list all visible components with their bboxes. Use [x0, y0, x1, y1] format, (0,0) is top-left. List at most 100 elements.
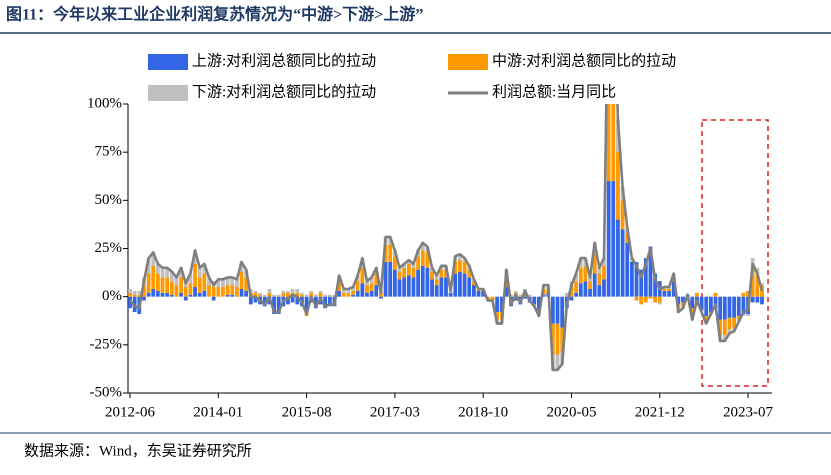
- bar-segment: [165, 277, 170, 293]
- bar-segment: [755, 296, 760, 303]
- bar-segment: [406, 263, 411, 276]
- y-tick-label: 50%: [95, 192, 123, 208]
- bar-segment: [667, 288, 671, 291]
- bar-segment: [234, 279, 239, 288]
- bar-segment: [155, 263, 160, 274]
- bar-segment: [239, 271, 244, 289]
- legend-swatch: [148, 54, 188, 70]
- bar-segment: [467, 269, 472, 278]
- bar-segment: [304, 294, 309, 297]
- bar-segment: [504, 287, 509, 297]
- bar-segment: [286, 290, 290, 293]
- bar-segment: [597, 273, 602, 286]
- bar-segment: [388, 244, 393, 262]
- legend-swatch: [448, 54, 488, 70]
- bar-segment: [518, 294, 523, 297]
- bar-segment: [155, 273, 160, 291]
- bar-segment: [262, 296, 267, 307]
- bar-segment: [564, 292, 569, 297]
- bar-segment: [718, 319, 723, 336]
- bar-segment: [402, 263, 407, 268]
- bar-segment: [365, 281, 369, 286]
- bar-segment: [174, 277, 179, 286]
- bar-segment: [588, 281, 592, 289]
- bar-segment: [434, 279, 439, 286]
- bar-segment: [179, 267, 184, 278]
- bar-segment: [341, 288, 346, 293]
- bar-segment: [309, 292, 314, 297]
- bar-segment: [648, 296, 653, 299]
- bar-segment: [202, 263, 207, 274]
- bar-segment: [444, 277, 448, 297]
- bar-segment: [211, 296, 216, 301]
- bar-segment: [611, 0, 615, 27]
- bar-segment: [146, 258, 151, 274]
- bar-segment: [574, 292, 579, 297]
- bar-segment: [197, 267, 202, 278]
- bar-segment: [578, 267, 583, 284]
- bar-segment: [420, 242, 425, 251]
- bar-segment: [458, 254, 462, 261]
- source: 数据来源：Wind，东吴证券研究所: [24, 442, 252, 459]
- bar-segment: [151, 265, 156, 289]
- bar-segment: [741, 292, 746, 297]
- bar-segment: [513, 290, 518, 293]
- bar-segment: [374, 285, 379, 297]
- bar-segment: [606, 104, 611, 182]
- legend-label: 上游:对利润总额同比的拉动: [192, 52, 376, 69]
- bar-segment: [160, 267, 165, 278]
- bar-segment: [458, 260, 462, 272]
- bar-segment: [722, 296, 727, 320]
- bar-segment: [569, 287, 574, 297]
- bar-segment: [523, 292, 527, 297]
- bar-segment: [397, 271, 402, 280]
- bar-segment: [197, 277, 202, 293]
- bar-segment: [179, 292, 184, 297]
- bar-segment: [174, 285, 179, 297]
- bar-segment: [383, 261, 388, 297]
- bar-segment: [704, 315, 709, 322]
- bar-segment: [365, 292, 369, 297]
- bar-segment: [616, 152, 620, 220]
- bar-segment: [634, 296, 639, 301]
- bar-segment: [722, 319, 727, 336]
- bar-segment: [425, 252, 430, 268]
- bar-segment: [681, 296, 685, 303]
- bar-segment: [629, 261, 634, 297]
- bar-segment: [760, 283, 764, 286]
- bar-segment: [151, 288, 156, 297]
- bar-segment: [411, 277, 416, 297]
- bar-segment: [471, 281, 476, 286]
- bar-segment: [625, 242, 630, 297]
- bar-segment: [453, 273, 458, 297]
- plot-area: [128, 0, 764, 372]
- bar-segment: [365, 285, 369, 293]
- bar-segment: [244, 277, 249, 291]
- bar-segment: [755, 275, 760, 297]
- bar-segment: [471, 285, 476, 297]
- bar-segment: [392, 256, 397, 270]
- bar-segment: [420, 250, 425, 266]
- line-series: [128, 104, 764, 372]
- bar-segment: [746, 290, 750, 297]
- bar-segment: [653, 296, 658, 303]
- bar-segment: [248, 296, 253, 305]
- bar-segment: [355, 281, 360, 291]
- bar-segment: [490, 296, 495, 301]
- bar-segment: [597, 285, 602, 297]
- bar-segment: [290, 288, 295, 293]
- bar-segment: [541, 294, 546, 297]
- bar-segment: [555, 354, 560, 370]
- bar-segment: [318, 290, 323, 293]
- bar-segment: [165, 267, 170, 278]
- bar-segment: [760, 296, 764, 305]
- bar-segment: [588, 277, 592, 282]
- bar-segment: [132, 290, 137, 295]
- bar-segment: [183, 296, 188, 301]
- bar-segment: [244, 290, 249, 297]
- bar-segment: [639, 296, 644, 305]
- bar-segment: [653, 273, 658, 297]
- bar-segment: [634, 261, 639, 297]
- bar-segment: [430, 279, 434, 297]
- bar-segment: [607, 0, 611, 27]
